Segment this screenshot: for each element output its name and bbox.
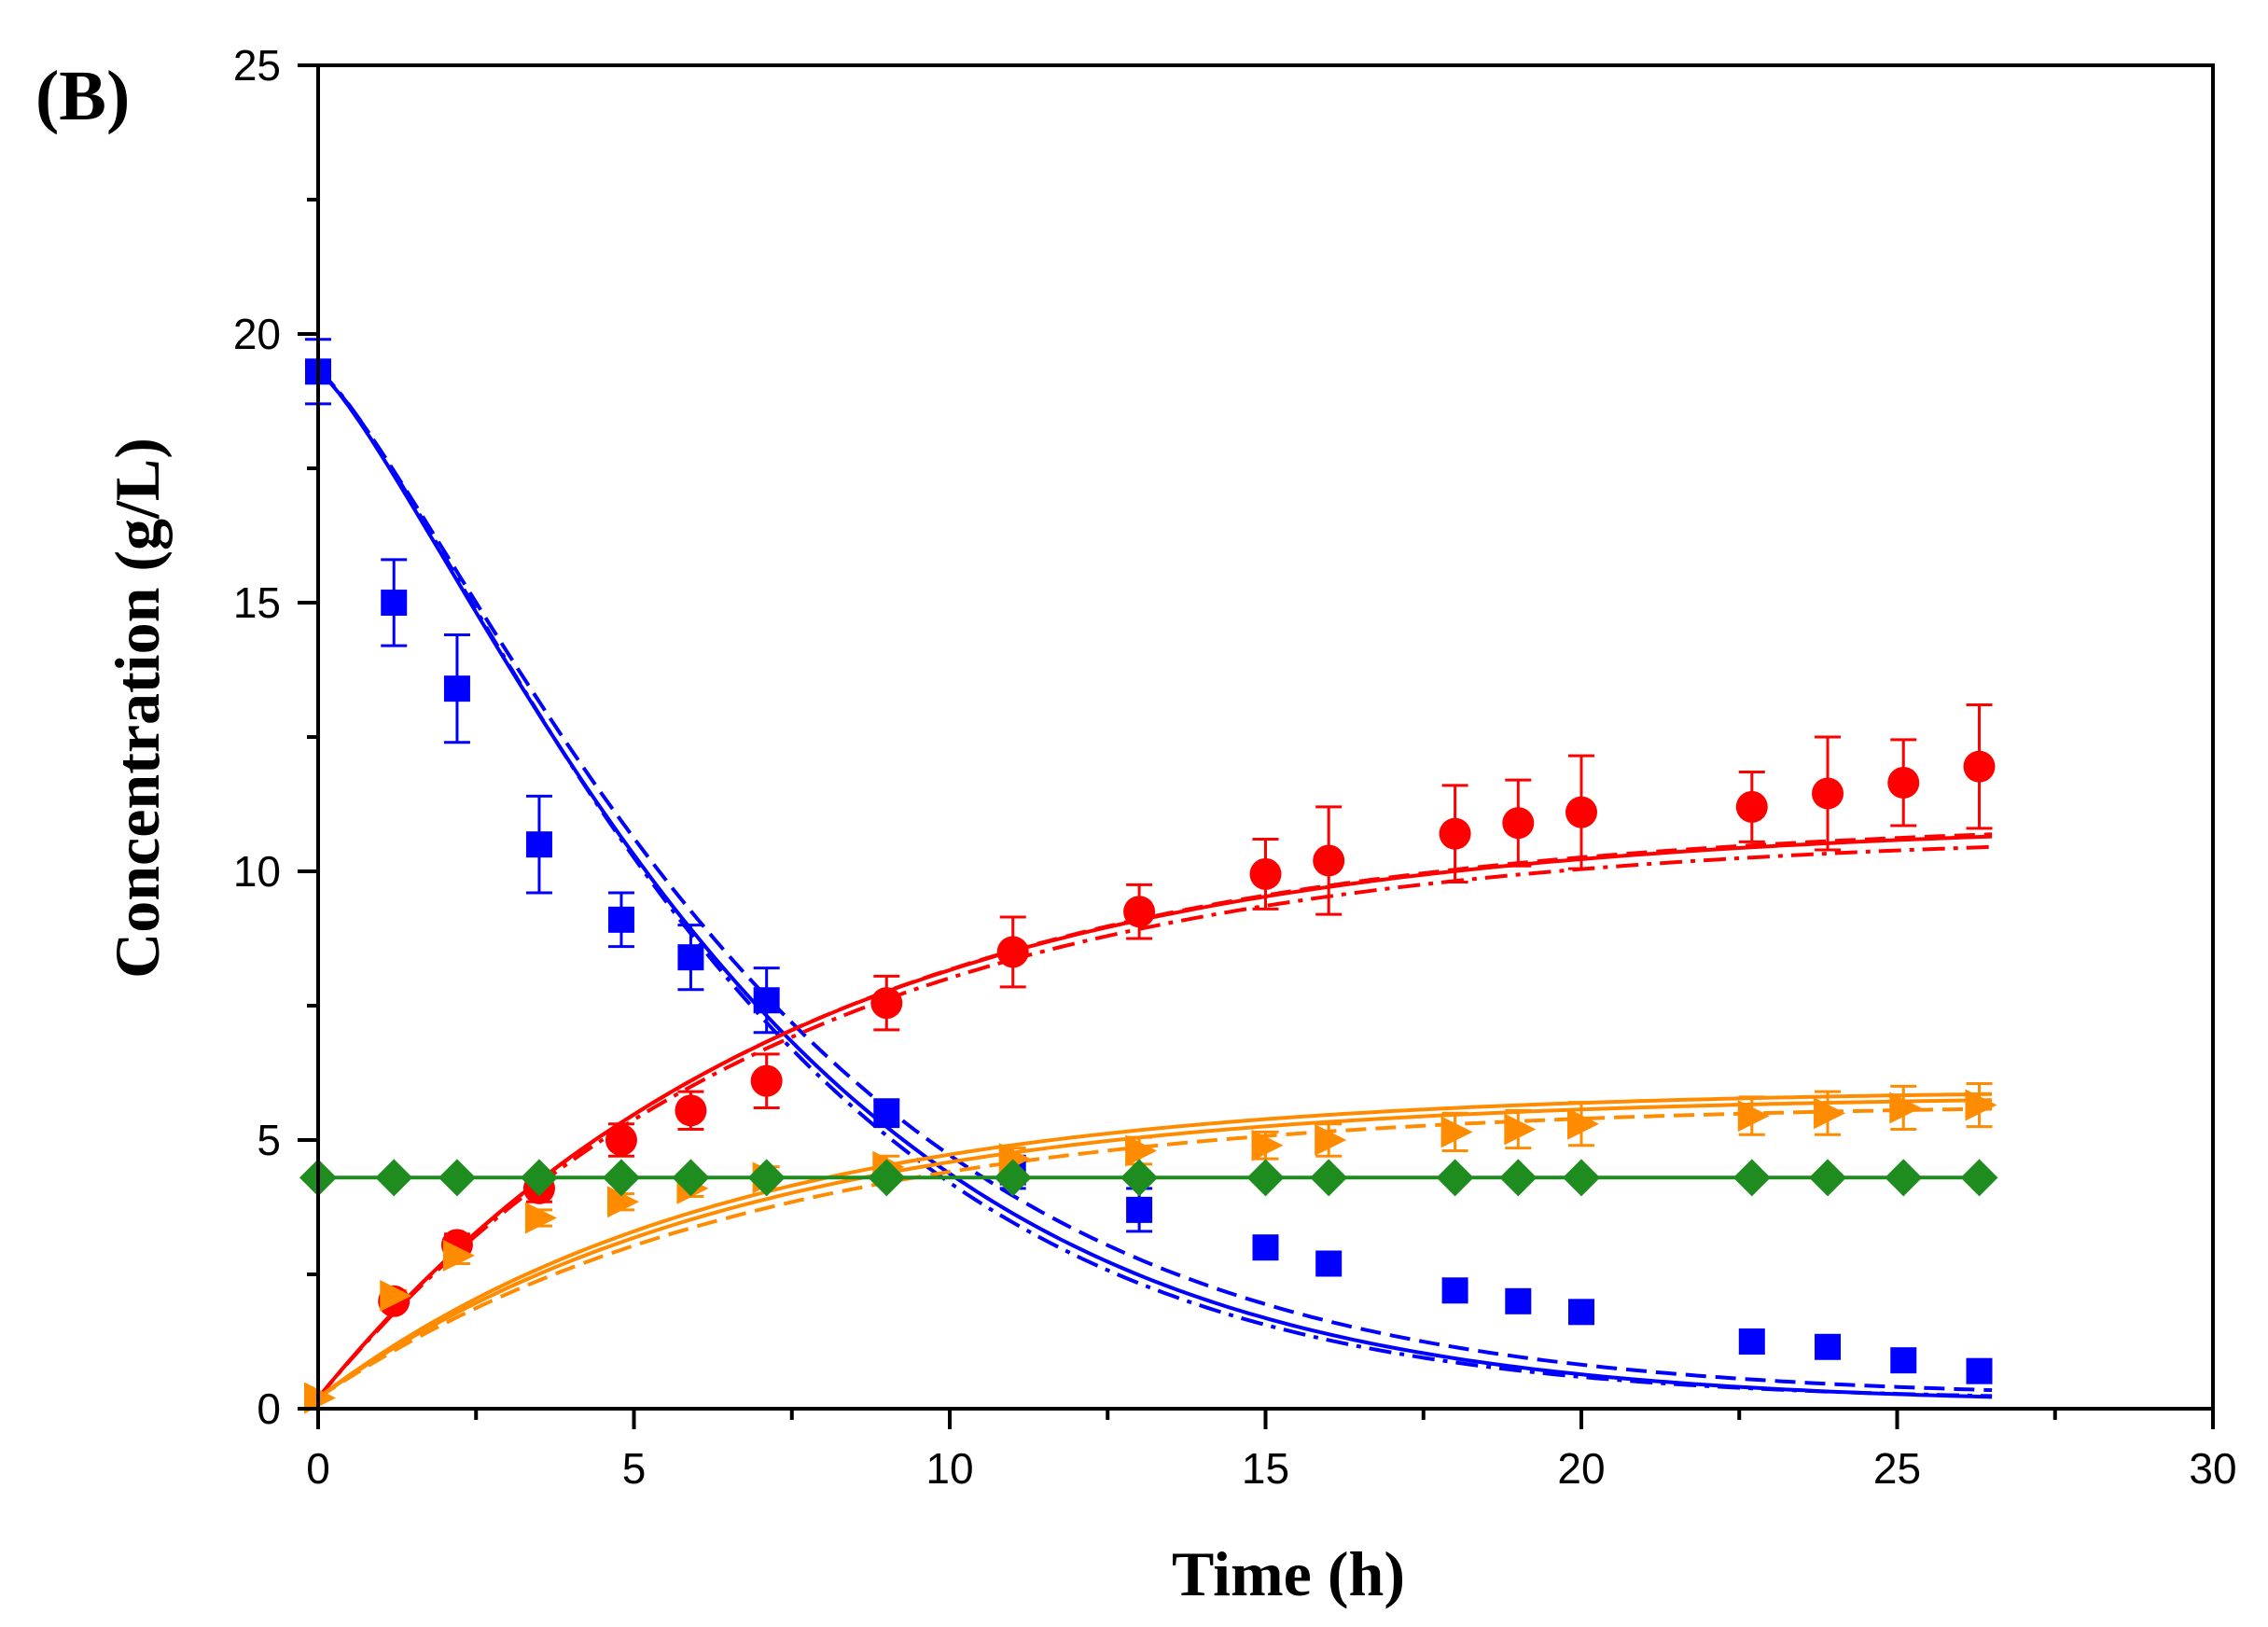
orange-triangles-point: [606, 1186, 639, 1218]
green-diamonds-point: [438, 1159, 476, 1197]
orange-triangles-point: [1440, 1116, 1473, 1148]
blue-squares-point: [1126, 1196, 1153, 1223]
blue-fit-dashdot: [316, 369, 1993, 1398]
orange-triangles-point: [1504, 1113, 1537, 1146]
blue-fit-dashed: [316, 369, 1993, 1393]
green-diamonds-point: [1120, 1159, 1159, 1197]
green-diamonds-point: [1885, 1159, 1923, 1197]
y-tick-label: 25: [233, 41, 281, 90]
red-circles-point: [1812, 777, 1844, 810]
green-diamonds-point: [1960, 1159, 1998, 1197]
green-diamonds-point: [1563, 1159, 1600, 1197]
green-diamonds-point: [520, 1159, 558, 1197]
red-circles-point: [1502, 807, 1535, 840]
red-circles-point: [750, 1064, 783, 1097]
x-tick-label: 15: [1242, 1444, 1289, 1493]
y-tick-label: 15: [233, 578, 281, 627]
panel-label: (B): [35, 57, 130, 135]
red-fit-dashdot: [316, 844, 1993, 1399]
green-diamonds-point: [1310, 1159, 1348, 1197]
x-tick-label: 30: [2189, 1444, 2236, 1493]
blue-squares-point: [1441, 1277, 1468, 1304]
x-tick-label: 25: [1873, 1444, 1921, 1493]
orange-fit-solid: [316, 1092, 1993, 1400]
green-diamonds-point: [602, 1159, 640, 1197]
red-circles-point: [675, 1094, 707, 1127]
orange-triangles-point: [1567, 1107, 1599, 1140]
orange-triangles-point: [524, 1202, 557, 1234]
red-circles-point: [1313, 844, 1345, 877]
y-tick-label: 10: [233, 847, 281, 896]
green-diamonds-point: [1436, 1159, 1474, 1197]
y-tick-label: 5: [257, 1116, 281, 1164]
plot-frame: [316, 63, 2215, 1411]
orange-fit-solid-2: [316, 1098, 1993, 1400]
blue-fit-solid: [316, 369, 1993, 1399]
red-circles-point: [1123, 896, 1156, 928]
blue-squares-point: [1568, 1299, 1594, 1326]
tick-labels: 0 5 10 15 20 25 30 0 5 10 15 20 25: [233, 41, 2237, 1493]
x-tick-label: 10: [925, 1444, 973, 1493]
orange-triangles-point: [1889, 1092, 1922, 1124]
x-tick-label: 20: [1557, 1444, 1605, 1493]
y-tick-label: 20: [233, 310, 281, 358]
orange-triangles-point: [1315, 1124, 1347, 1156]
green-diamonds-point: [747, 1159, 786, 1197]
green-diamonds-point: [1246, 1159, 1285, 1197]
blue-squares-point: [525, 831, 552, 858]
red-circles-point: [1565, 796, 1597, 828]
green-diamonds-point: [1732, 1159, 1771, 1197]
y-tick-label: 0: [257, 1384, 281, 1433]
blue-squares-point: [677, 944, 704, 971]
orange-triangles-point: [380, 1280, 412, 1313]
orange-triangles-point: [1125, 1134, 1158, 1167]
green-diamonds-point: [1499, 1159, 1538, 1197]
red-circles-point: [605, 1124, 637, 1156]
blue-squares-point: [443, 675, 470, 702]
x-tick-label: 5: [622, 1444, 647, 1493]
blue-squares-point: [1890, 1347, 1917, 1374]
blue-squares-point: [1966, 1357, 1993, 1384]
red-fit-dashed: [316, 832, 1993, 1399]
red-circles-point: [870, 987, 903, 1020]
y-axis-title: Concentration (g/L): [102, 438, 173, 979]
blue-squares-point: [1315, 1250, 1343, 1277]
green-diamonds-point: [994, 1159, 1032, 1197]
blue-squares-point: [1815, 1333, 1842, 1360]
orange-triangles-point: [1814, 1097, 1846, 1130]
blue-squares-point: [381, 590, 408, 616]
orange-fit-dashed: [316, 1106, 1993, 1400]
x-axis-title: Time (h): [1172, 1538, 1405, 1609]
green-diamonds-point: [1809, 1159, 1847, 1197]
blue-squares-point: [1505, 1287, 1532, 1314]
blue-squares-point: [607, 906, 634, 933]
blue-squares-point: [1738, 1328, 1765, 1355]
green-diamonds-point: [672, 1159, 710, 1197]
green-diamonds-point: [375, 1159, 413, 1197]
blue-squares-point: [1252, 1234, 1279, 1261]
fit-curves: [316, 369, 1993, 1400]
red-circles-point: [1887, 766, 1920, 799]
orange-triangles-point: [442, 1239, 475, 1272]
x-tick-label: 0: [306, 1444, 330, 1493]
red-circles-point: [1963, 750, 1996, 783]
orange-triangles-point: [1737, 1100, 1770, 1133]
green-diamonds-point: [868, 1159, 906, 1197]
red-circles-point: [996, 936, 1029, 968]
orange-triangles-point: [1965, 1089, 1997, 1121]
orange-triangles-point: [1251, 1129, 1284, 1161]
red-circles-point: [1249, 857, 1282, 890]
blue-squares-point: [873, 1100, 900, 1127]
axes: [298, 63, 2215, 1429]
red-circles-point: [1735, 790, 1768, 823]
data-markers: [299, 358, 1998, 1414]
red-circles-point: [1439, 817, 1471, 850]
blue-squares-point: [753, 987, 780, 1014]
